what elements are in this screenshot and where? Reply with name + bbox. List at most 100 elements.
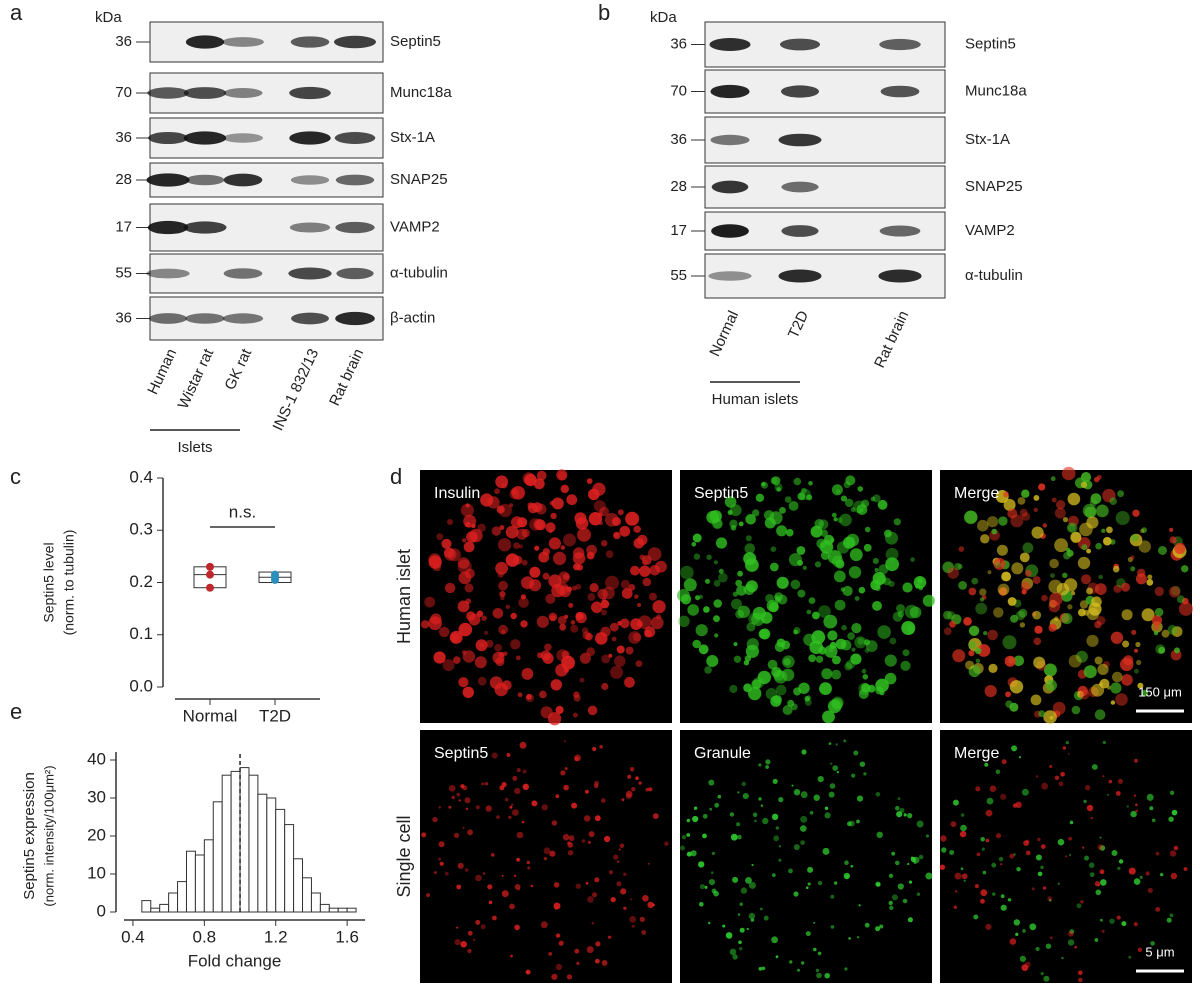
fluorescence xyxy=(625,511,640,526)
fluorescence xyxy=(637,603,642,607)
fluorescence xyxy=(1009,702,1019,712)
fluorescence xyxy=(708,879,716,886)
fluorescence xyxy=(752,509,760,517)
fluorescence xyxy=(824,812,831,819)
fluorescence xyxy=(980,898,985,904)
fluorescence xyxy=(746,622,756,632)
band xyxy=(289,222,331,233)
fluorescence xyxy=(692,815,699,823)
fluorescence xyxy=(1007,508,1018,519)
fluorescence xyxy=(797,492,806,501)
fluorescence xyxy=(751,679,762,690)
fluorescence xyxy=(505,553,520,567)
fluorescence xyxy=(1048,899,1052,902)
band xyxy=(223,268,263,279)
fluorescence xyxy=(1021,788,1029,796)
fluorescence xyxy=(460,503,474,517)
fluorescence xyxy=(604,512,619,527)
fluorescence xyxy=(857,486,864,492)
fluorescence xyxy=(1106,685,1111,690)
marker-label: 28 xyxy=(670,178,687,195)
fluorescence xyxy=(483,872,486,875)
fluorescence xyxy=(815,968,820,973)
fluorescence xyxy=(620,888,627,895)
fluorescence xyxy=(699,884,705,890)
fluorescence xyxy=(1133,794,1137,797)
fluorescence xyxy=(896,604,905,613)
fluorescence xyxy=(617,621,622,626)
y-label: (norm. to tubulin) xyxy=(61,530,77,636)
fluorescence xyxy=(535,519,546,531)
fluorescence xyxy=(1050,476,1056,482)
fluorescence xyxy=(748,686,762,701)
fluorescence xyxy=(509,903,515,910)
fluorescence xyxy=(916,892,921,896)
fluorescence xyxy=(864,922,870,928)
fluorescence xyxy=(804,696,810,702)
band xyxy=(146,173,190,187)
fluorescence xyxy=(748,612,760,625)
fluorescence xyxy=(572,712,578,718)
fluorescence xyxy=(897,797,901,800)
fluorescence xyxy=(1076,903,1082,909)
fluorescence xyxy=(1060,772,1065,777)
fluorescence xyxy=(991,862,997,868)
fluorescence xyxy=(874,568,879,572)
fluorescence xyxy=(551,820,558,826)
fluorescence xyxy=(808,481,813,486)
fluorescence xyxy=(1174,647,1180,654)
fluorescence xyxy=(813,794,820,801)
fluorescence xyxy=(433,871,437,875)
fluorescence xyxy=(521,576,534,590)
fluorescence xyxy=(610,665,624,679)
fluorescence xyxy=(1155,907,1161,912)
fluorescence xyxy=(907,862,910,866)
fluorescence xyxy=(1150,941,1155,946)
fluorescence xyxy=(845,659,856,669)
fluorescence xyxy=(702,833,707,839)
fluorescence xyxy=(995,769,1001,775)
fluorescence xyxy=(1094,621,1102,629)
fluorescence xyxy=(1112,671,1123,683)
fluorescence xyxy=(1025,850,1031,856)
fluorescence xyxy=(1082,503,1097,518)
fluorescence xyxy=(996,544,1008,556)
fluorescence xyxy=(739,927,745,933)
fluorescence xyxy=(1130,810,1137,818)
fluorescence xyxy=(1069,929,1075,934)
fluorescence xyxy=(647,901,654,909)
fluorescence xyxy=(952,799,959,806)
fluorescence xyxy=(568,835,575,842)
fluorescence xyxy=(1110,682,1122,694)
fluorescence xyxy=(863,772,867,776)
fluorescence xyxy=(1169,527,1174,533)
fluorescence xyxy=(438,857,441,861)
fluorescence xyxy=(608,935,612,939)
fluorescence xyxy=(878,564,889,575)
fluorescence xyxy=(1117,778,1123,785)
fluorescence xyxy=(1097,844,1104,850)
fluorescence xyxy=(830,894,835,899)
fluorescence xyxy=(633,538,645,549)
fluorescence xyxy=(634,594,639,599)
fluorescence xyxy=(1011,562,1024,575)
fluorescence xyxy=(717,794,722,799)
fluorescence xyxy=(815,655,824,663)
fluorescence xyxy=(819,682,832,695)
fluorescence xyxy=(1078,970,1083,976)
fluorescence xyxy=(773,835,780,842)
panel-label: c xyxy=(10,464,21,489)
fluorescence xyxy=(916,577,923,584)
fluorescence xyxy=(465,521,471,528)
fluorescence xyxy=(738,940,742,945)
marker-label: 55 xyxy=(115,264,132,281)
fluorescence xyxy=(647,862,650,865)
fluorescence xyxy=(1151,615,1163,626)
fluorescence xyxy=(1090,493,1102,505)
protein-label: Munc18a xyxy=(390,84,452,101)
fluorescence xyxy=(601,540,608,547)
fluorescence xyxy=(830,925,835,929)
fluorescence xyxy=(761,966,766,971)
fluorescence xyxy=(463,541,475,553)
row-label: Human islet xyxy=(394,549,414,644)
